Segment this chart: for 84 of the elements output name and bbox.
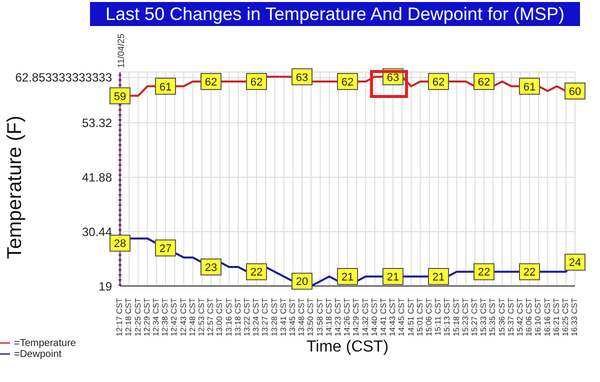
y-tick-label: 41.88 — [82, 170, 112, 184]
x-tick-label: 13:50 CST — [306, 298, 316, 336]
data-label: 63 — [296, 72, 308, 84]
x-tick-label: 14:41 CST — [379, 298, 388, 336]
y-tick-label: 19 — [98, 279, 112, 294]
x-tick-label: 12:18 CST — [124, 298, 134, 336]
x-tick-label: 13:28 CST — [270, 298, 279, 336]
x-tick-label: 16:33 CST — [570, 298, 580, 336]
data-label: 21 — [341, 271, 354, 284]
x-tick-label: 12:17 CST — [115, 298, 124, 336]
x-tick-label: 15:06 CST — [424, 298, 434, 336]
x-tick-label: 13:48 CST — [297, 298, 306, 336]
x-tick-label: 13:18 CST — [233, 298, 242, 336]
data-label: 22 — [523, 266, 536, 279]
x-tick-label: 12:38 CST — [160, 298, 170, 336]
data-label: 61 — [159, 81, 172, 94]
ref-line-label: 11/04/25 — [116, 34, 126, 68]
y-tick-label: 62.853333333333 — [15, 70, 112, 85]
x-tick-label: 12:53 CST — [197, 298, 206, 336]
x-tick-label: 12:34 CST — [152, 298, 161, 336]
x-tick-label: 15:42 CST — [516, 298, 525, 336]
data-label: 61 — [523, 81, 536, 94]
x-tick-label: 16:10 CST — [534, 298, 543, 336]
x-tick-label: 13:45 CST — [288, 298, 298, 336]
x-tick-label: 12:29 CST — [142, 298, 152, 336]
x-tick-label: 14:43 CST — [388, 298, 398, 336]
data-label: 62 — [432, 76, 445, 89]
x-tick-label: 15:36 CST — [497, 298, 506, 336]
x-tick-label: 12:42 CST — [170, 298, 179, 336]
x-tick-label: 13:41 CST — [278, 298, 288, 336]
data-label: 59 — [114, 90, 126, 103]
x-tick-label: 15:33 CST — [479, 298, 488, 336]
x-tick-label: 12:57 CST — [206, 298, 216, 336]
x-tick-label: 15:37 CST — [506, 298, 516, 336]
x-tick-label: 15:23 CST — [460, 298, 470, 336]
data-label: 62 — [478, 76, 490, 89]
x-tick-label: 15:01 CST — [415, 298, 424, 336]
x-tick-label: 15:27 CST — [470, 298, 480, 336]
x-tick-label: 16:06 CST — [524, 298, 534, 336]
data-label: 63 — [386, 72, 400, 84]
data-label: 60 — [568, 86, 582, 98]
x-tick-label: 12:25 CST — [133, 298, 142, 336]
data-label: 20 — [296, 276, 308, 288]
x-tick-label: 14:40 CST — [370, 298, 379, 336]
data-label: 62 — [341, 76, 354, 89]
x-tick-label: 16:21 CST — [552, 298, 561, 336]
data-label: 23 — [204, 262, 218, 274]
x-tick-label: 15:35 CST — [488, 298, 498, 336]
x-tick-label: 14:45 CST — [397, 298, 406, 336]
data-label: 24 — [568, 257, 582, 270]
x-tick-label: 14:29 CST — [352, 298, 361, 336]
x-tick-label: 15:13 CST — [442, 298, 452, 336]
data-label: 21 — [386, 271, 400, 284]
x-tick-label: 13:22 CST — [242, 298, 252, 336]
x-tick-label: 16:25 CST — [561, 298, 570, 336]
x-tick-label: 13:16 CST — [224, 298, 234, 336]
x-tick-label: 15:18 CST — [452, 298, 461, 336]
data-label: 22 — [478, 266, 490, 279]
data-label: 21 — [432, 271, 445, 284]
y-axis-title: Temperature (F) — [4, 116, 26, 259]
data-label: 22 — [250, 266, 263, 279]
y-tick-label: 30.44 — [82, 224, 112, 239]
x-tick-label: 14:32 CST — [360, 298, 370, 336]
x-tick-label: 14:18 CST — [324, 298, 334, 336]
x-tick-label: 14:26 CST — [342, 298, 352, 336]
x-tick-label: 16:16 CST — [542, 298, 552, 336]
x-tick-label: 13:58 CST — [315, 298, 324, 336]
x-tick-label: 14:23 CST — [334, 298, 343, 336]
data-label: 28 — [114, 238, 126, 250]
x-axis-title: Time (CST) — [306, 338, 389, 356]
data-label: 62 — [204, 76, 218, 89]
data-label: 27 — [159, 242, 172, 255]
x-tick-label: 12:48 CST — [188, 298, 197, 336]
y-tick-label: 53.32 — [82, 116, 112, 130]
x-tick-label: 14:51 CST — [406, 298, 416, 336]
legend-label: =Dewpoint — [14, 349, 62, 360]
chart-title: Last 50 Changes in Temperature And Dewpoint for (MSP) — [90, 2, 580, 26]
x-tick-label: 15:11 CST — [434, 298, 443, 336]
x-tick-label: 12:43 CST — [178, 298, 188, 336]
x-tick-label: 13:00 CST — [215, 298, 224, 336]
data-label: 62 — [250, 76, 263, 89]
x-tick-label: 13:27 CST — [260, 298, 270, 336]
legend-label: =Temperature — [14, 338, 76, 349]
x-tick-label: 13:24 CST — [252, 298, 261, 336]
